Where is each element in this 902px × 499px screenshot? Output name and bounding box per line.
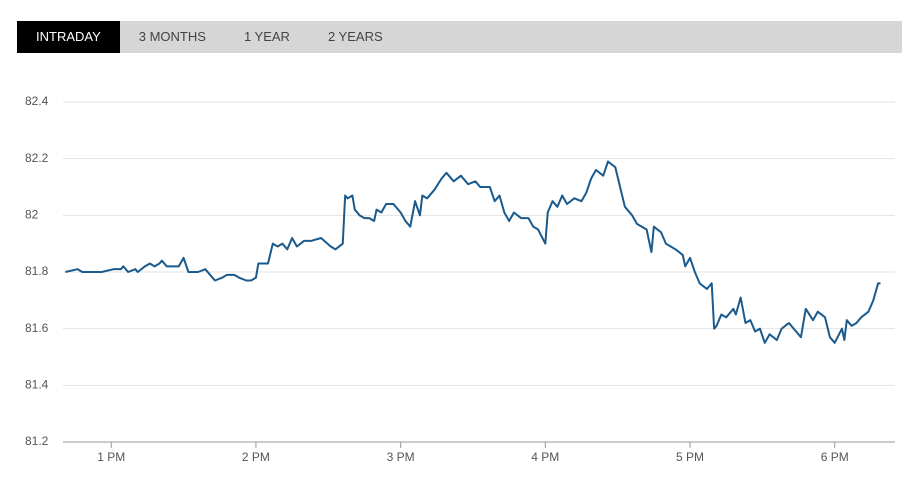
y-tick-label: 81.6: [25, 321, 49, 335]
tab[interactable]: 3 MONTHS: [138, 29, 206, 44]
x-tick-label: 4 PM: [531, 450, 559, 464]
tab-bar: INTRADAY 3 MONTHS 1 YEAR 2 YEARS: [17, 21, 902, 53]
tab[interactable]: 2 YEARS: [327, 29, 383, 44]
x-tick-label: 1 PM: [97, 450, 125, 464]
x-tick-label: 2 PM: [242, 450, 270, 464]
y-tick-label: 81.2: [25, 434, 49, 448]
x-tick-label: 3 PM: [387, 450, 415, 464]
y-tick-label: 82.2: [25, 151, 49, 165]
tab[interactable]: 1 YEAR: [243, 29, 290, 44]
x-tick-label: 6 PM: [821, 450, 849, 464]
tab[interactable]: INTRADAY: [17, 21, 120, 53]
y-tick-label: 81.8: [25, 264, 49, 278]
y-tick-label: 82.4: [25, 94, 49, 108]
y-tick-label: 81.4: [25, 378, 49, 392]
y-tick-label: 82: [25, 208, 39, 222]
x-tick-label: 5 PM: [676, 450, 704, 464]
price-line: [65, 160, 881, 344]
